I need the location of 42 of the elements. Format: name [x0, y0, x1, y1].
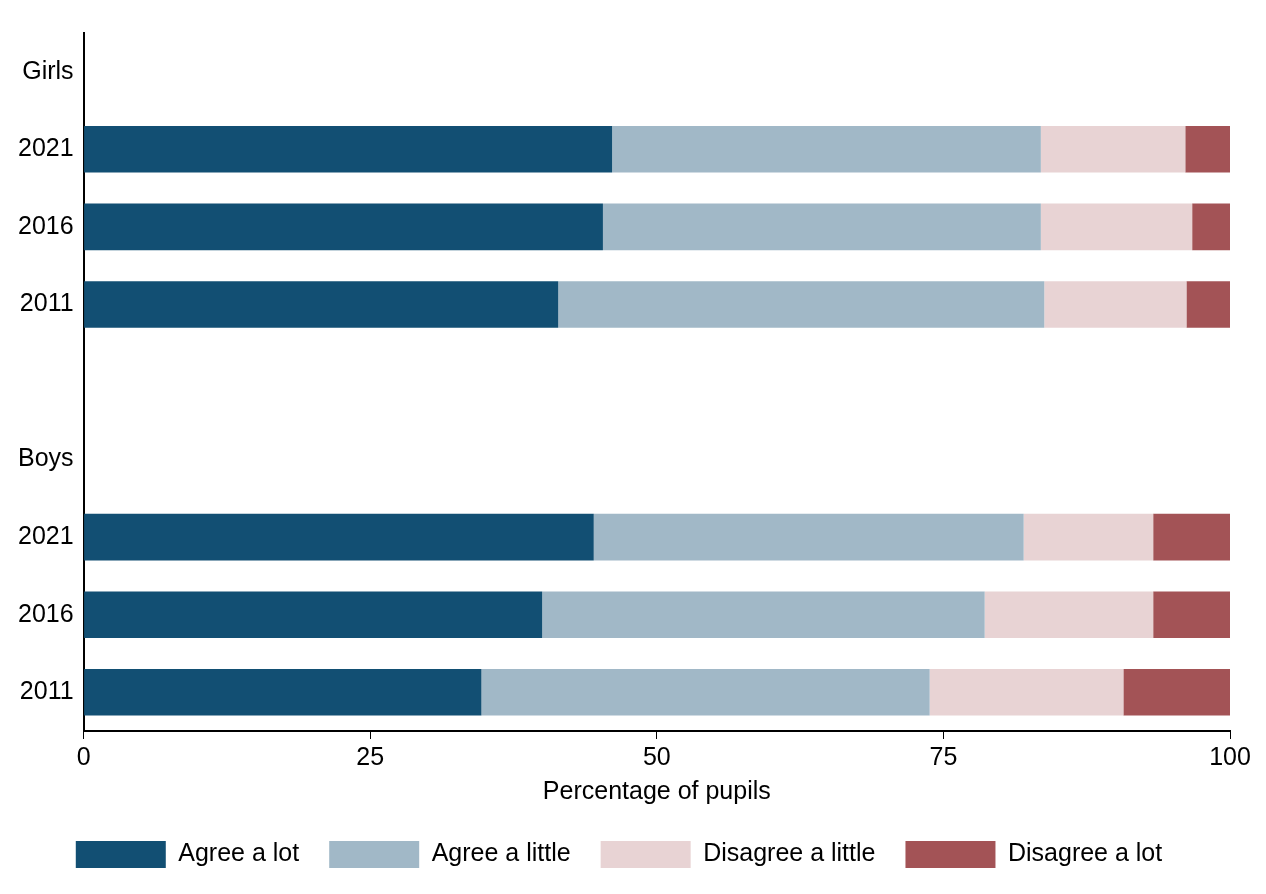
- bar: [84, 126, 613, 173]
- y-tick-label: 2021: [17, 521, 74, 549]
- bar: [1153, 591, 1230, 638]
- bar: [1023, 513, 1154, 561]
- bar: [602, 203, 1041, 251]
- y-tick-label: 2011: [19, 676, 74, 705]
- x-tick-label: 50: [642, 741, 671, 770]
- bar: [1040, 203, 1193, 251]
- bar: [1186, 281, 1230, 328]
- bar: [1153, 513, 1230, 561]
- bar: [1040, 126, 1186, 173]
- bar: [593, 513, 1024, 561]
- bar: [84, 513, 594, 561]
- bar: [84, 668, 482, 716]
- bar: [84, 281, 559, 328]
- legend-label: Agree a lot: [178, 838, 300, 867]
- y-tick-label: 2021: [17, 133, 74, 162]
- x-tick-label: 25: [356, 741, 385, 770]
- y-tick-label: Boys: [18, 443, 74, 472]
- x-axis-title: Percentage of pupils: [542, 775, 771, 804]
- x-tick-label: 0: [76, 741, 91, 770]
- bar: [84, 591, 543, 638]
- bar: [1044, 281, 1187, 328]
- legend-label: Agree a little: [431, 838, 571, 867]
- x-tick-label: 100: [1209, 741, 1251, 770]
- y-tick-label: 2016: [17, 210, 74, 239]
- bar: [929, 668, 1124, 716]
- bar: [1185, 126, 1230, 173]
- legend-label: Disagree a little: [703, 838, 876, 867]
- x-tick-label: 75: [929, 741, 958, 770]
- bar: [984, 591, 1154, 638]
- legend-label: Disagree a lot: [1007, 838, 1163, 867]
- y-tick-label: Girls: [22, 55, 74, 84]
- bar: [1123, 668, 1230, 716]
- bar: [542, 591, 985, 638]
- bar: [1192, 203, 1230, 251]
- bar: [481, 668, 930, 716]
- y-tick-label: 2016: [17, 598, 74, 627]
- bar: [558, 281, 1045, 328]
- y-tick-label: 2011: [19, 288, 74, 317]
- bar: [84, 203, 603, 251]
- bar: [612, 126, 1041, 173]
